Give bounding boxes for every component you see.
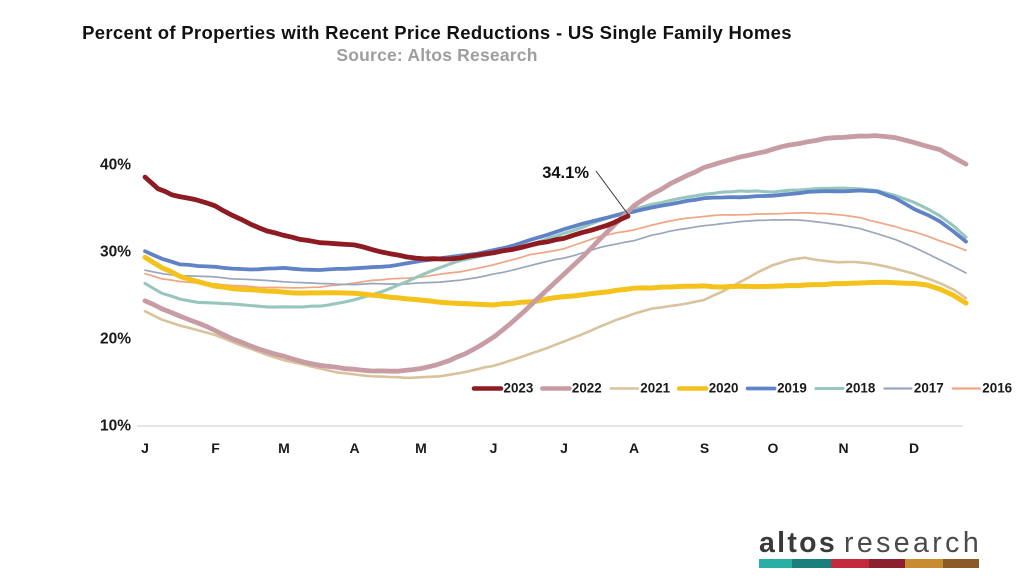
svg-text:2019: 2019 <box>777 381 807 396</box>
svg-text:2016: 2016 <box>982 381 1012 396</box>
svg-text:D: D <box>909 440 919 456</box>
svg-text:2020: 2020 <box>709 381 739 396</box>
svg-text:34.1%: 34.1% <box>542 164 589 182</box>
svg-text:10%: 10% <box>100 418 131 435</box>
svg-text:S: S <box>700 440 709 456</box>
svg-text:N: N <box>838 440 848 456</box>
svg-text:J: J <box>490 440 498 456</box>
svg-text:A: A <box>349 440 359 456</box>
svg-text:2017: 2017 <box>914 381 944 396</box>
svg-text:M: M <box>415 440 427 456</box>
svg-text:F: F <box>211 440 220 456</box>
svg-text:M: M <box>278 440 290 456</box>
svg-text:J: J <box>560 440 568 456</box>
svg-text:A: A <box>629 440 639 456</box>
svg-text:40%: 40% <box>100 157 131 174</box>
svg-text:30%: 30% <box>100 244 131 261</box>
svg-text:20%: 20% <box>100 331 131 348</box>
svg-text:2021: 2021 <box>640 381 670 396</box>
svg-text:O: O <box>768 440 779 456</box>
svg-text:2023: 2023 <box>504 381 534 396</box>
svg-text:2022: 2022 <box>572 381 602 396</box>
svg-text:2018: 2018 <box>846 381 876 396</box>
svg-text:J: J <box>141 440 149 456</box>
